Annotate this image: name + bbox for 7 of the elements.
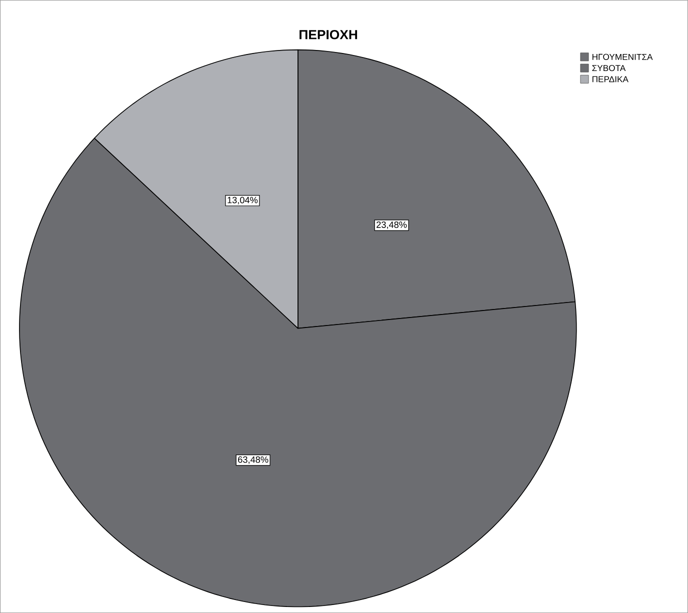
legend-label: ΣΥΒΟΤΑ (592, 64, 626, 72)
chart-title: ΠΕΡΙΟΧΗ (300, 30, 358, 40)
data-label: 23,48% (376, 221, 407, 230)
legend-label: ΠΕΡΔΙΚΑ (592, 76, 628, 82)
data-label: 13,04% (228, 196, 258, 204)
legend-label: ΗΓΟΥΜΕΝΙΤΣΑ (592, 54, 653, 60)
data-label: 63,48% (238, 456, 268, 464)
